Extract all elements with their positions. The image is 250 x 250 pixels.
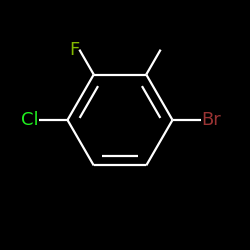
Text: Cl: Cl	[21, 111, 39, 129]
Text: F: F	[69, 41, 80, 59]
Text: Br: Br	[201, 111, 221, 129]
